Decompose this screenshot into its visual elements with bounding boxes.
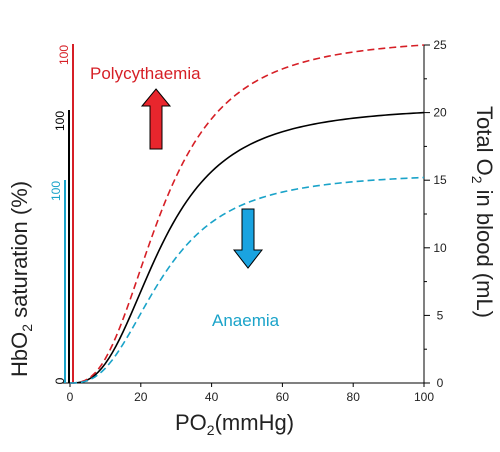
y-left-axis-title: HbO2 saturation (%) — [7, 181, 35, 377]
y-left-title-sub: 2 — [19, 324, 35, 332]
x-axis-title-sub: 2 — [207, 422, 215, 438]
y-right-tick-label: 25 — [433, 38, 447, 52]
x-axis: 0 20 40 60 80 100 — [62, 382, 434, 404]
x-tick-label: 0 — [67, 390, 74, 404]
y-right-axis-title: Total O2 in blood (mL) — [469, 106, 497, 318]
arrow-up — [140, 88, 172, 150]
x-axis-title: PO2(mmHg) — [175, 410, 294, 438]
y-right-title-sub: 2 — [469, 176, 485, 184]
x-axis-title-unit: (mmHg) — [215, 410, 294, 435]
y-right-axis: 0 5 10 15 20 25 — [423, 38, 447, 390]
x-tick-label: 20 — [134, 390, 148, 404]
y-left-title-main: HbO — [7, 332, 32, 377]
left-axis-bottom-label: 0 — [53, 377, 67, 384]
y-right-tick-label: 5 — [437, 308, 444, 322]
y-right-tick-label: 20 — [433, 106, 447, 120]
y-left-title-rest: saturation (%) — [7, 181, 32, 324]
curves — [69, 44, 425, 384]
left-axis-top-label: 100 — [49, 181, 63, 201]
left-axes: 100 0 100 100 — [49, 44, 74, 384]
y-right-tick-label: 15 — [433, 173, 447, 187]
curve-line — [69, 176, 425, 384]
curve-line — [69, 44, 425, 384]
arrow-down — [232, 208, 264, 269]
x-axis-title-main: PO — [175, 410, 207, 435]
y-right-title-rest: in blood (mL) — [472, 184, 497, 319]
annotation-polycythaemia: Polycythaemia — [90, 64, 201, 83]
curve-line — [69, 111, 425, 384]
left-axis-top-label: 100 — [53, 111, 67, 131]
x-tick-label: 60 — [276, 390, 290, 404]
y-right-tick-label: 10 — [433, 241, 447, 255]
y-right-title-main: Total O — [472, 106, 497, 176]
left-axis-top-label: 100 — [57, 45, 71, 65]
x-tick-label: 80 — [347, 390, 361, 404]
x-tick-label: 40 — [205, 390, 219, 404]
x-tick-label: 100 — [414, 390, 434, 404]
y-right-tick-label: 0 — [437, 376, 444, 390]
arrows — [140, 88, 264, 269]
annotation-anaemia: Anaemia — [212, 311, 280, 330]
